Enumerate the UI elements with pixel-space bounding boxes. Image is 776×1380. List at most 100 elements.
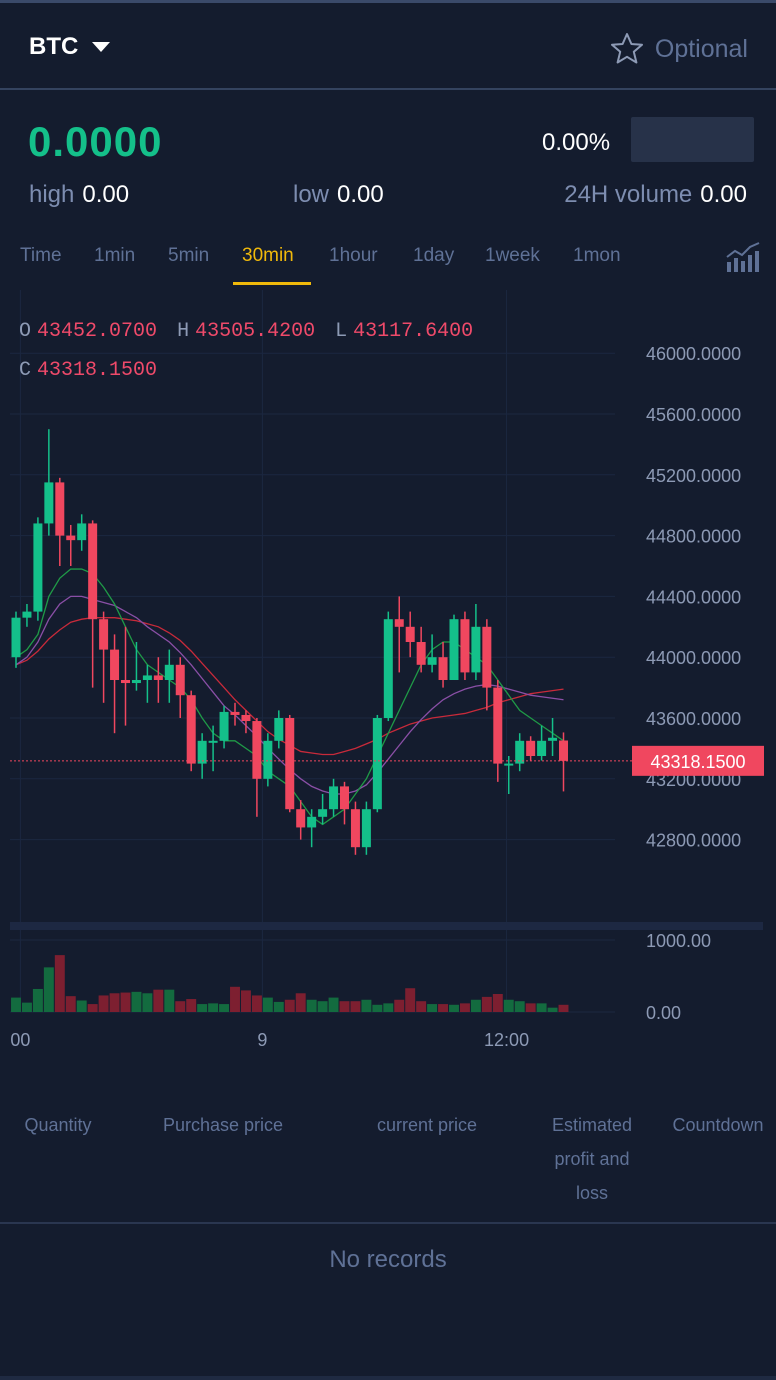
volume-bar — [230, 986, 240, 1012]
candle-body — [449, 619, 459, 680]
candle-body — [372, 718, 382, 810]
pair-selector[interactable]: BTC — [29, 33, 111, 61]
candle-body — [515, 740, 525, 764]
ohlc-line-1: O 43452.0700 H 43505.4200 L 43117.6400 — [19, 320, 481, 343]
volume-bar — [306, 999, 317, 1012]
indicator-chart-icon[interactable] — [725, 242, 761, 274]
volume-bar — [492, 994, 503, 1012]
candle-body — [263, 740, 273, 779]
volume-bar — [43, 967, 54, 1012]
volume-bar — [164, 989, 175, 1012]
candle-body — [296, 809, 306, 828]
volume-bar — [372, 1004, 383, 1012]
volume-bar — [558, 1004, 569, 1012]
candle-body — [55, 482, 65, 536]
active-tab-indicator — [233, 282, 311, 285]
candle-body — [219, 711, 229, 741]
candle-body — [11, 617, 21, 658]
tab-time[interactable]: Time — [20, 245, 62, 266]
volume-bar — [262, 997, 273, 1012]
volume-bar — [120, 992, 131, 1012]
volume-bar — [383, 1003, 394, 1012]
close-label: C — [19, 359, 32, 382]
volume-bar — [394, 999, 405, 1012]
interval-tabs: Time 1min 5min 30min 1hour 1day 1week 1m… — [0, 240, 776, 286]
optional-button[interactable]: Optional — [609, 31, 748, 67]
candle-body — [22, 611, 32, 618]
volume-bar — [503, 999, 514, 1012]
volume-label: 24H volume — [564, 181, 693, 208]
candle-body — [340, 786, 349, 810]
low-stat: low 0.00 — [293, 181, 384, 209]
volume-bar — [328, 997, 339, 1012]
volume-bar — [449, 1004, 459, 1012]
candle-body — [208, 740, 218, 743]
time-tick-label: 12:00 — [484, 1030, 529, 1050]
candle-body — [504, 763, 514, 766]
tab-1min[interactable]: 1min — [94, 245, 136, 266]
candle-body — [44, 482, 54, 524]
price-tick-label: 45600.0000 — [646, 405, 741, 425]
volume-bar — [470, 999, 481, 1012]
tab-1week[interactable]: 1week — [485, 245, 540, 266]
tab-1day[interactable]: 1day — [413, 245, 455, 266]
current-price-badge — [632, 745, 764, 776]
tab-5min[interactable]: 5min — [168, 245, 210, 266]
time-tick-label: 9 — [257, 1030, 267, 1050]
candle-body — [471, 626, 481, 673]
candle-body — [427, 657, 437, 665]
candle-body — [438, 657, 448, 680]
kline-chart[interactable]: 46000.0000 45600.0000 45200.0000 44800.0000… — [0, 290, 776, 1050]
volume-bar — [175, 1001, 186, 1012]
column-countdown: Countdown — [672, 1115, 764, 1135]
price-tick-label: 45200.0000 — [646, 466, 741, 486]
tab-30min[interactable]: 30min — [242, 245, 294, 266]
volume-bar — [21, 1002, 32, 1012]
candle-body — [307, 816, 317, 828]
ohlc-line-2: C 43318.1500 — [19, 359, 165, 382]
volume-bar — [438, 1004, 449, 1012]
price-tick-label: 46000.0000 — [646, 344, 741, 364]
volume-tick-label: 1000.00 — [646, 931, 711, 951]
candle-body — [559, 740, 568, 761]
candle-body — [197, 740, 207, 764]
empty-state: No records — [329, 1246, 447, 1273]
volume-bar — [514, 1001, 525, 1012]
candle-body — [121, 680, 130, 684]
price-tick-label: 44400.0000 — [646, 587, 741, 607]
candle-body — [142, 675, 152, 680]
time-tick-label: 00 — [10, 1030, 30, 1050]
candle-body — [394, 619, 404, 627]
volume-bar — [197, 1004, 208, 1012]
candle-body — [99, 619, 109, 650]
tab-1mon[interactable]: 1mon — [573, 245, 621, 266]
high-value-ohlc: 43505.4200 — [195, 320, 316, 343]
volume-bar — [76, 1000, 87, 1012]
volume-bar — [350, 1001, 361, 1012]
volume-bar — [459, 1003, 470, 1012]
candle-body — [164, 664, 174, 680]
blurred-value — [631, 117, 754, 162]
high-label-ohlc: H — [177, 320, 190, 343]
pane-separator — [10, 922, 763, 930]
candle-body — [252, 721, 262, 779]
last-price: 0.0000 — [28, 118, 163, 165]
volume-bar — [416, 1001, 427, 1012]
price-tick-label: 43600.0000 — [646, 709, 741, 729]
candle-body — [460, 619, 470, 673]
low-value: 0.00 — [337, 181, 384, 208]
tab-1hour[interactable]: 1hour — [329, 245, 378, 266]
optional-label: Optional — [654, 34, 748, 63]
candle-body — [285, 718, 295, 810]
volume-bar — [32, 988, 43, 1012]
volume-bar — [131, 991, 142, 1012]
price-tick-label: 44800.0000 — [646, 527, 741, 547]
volume-bar — [427, 1004, 438, 1012]
open-value: 43452.0700 — [37, 320, 158, 343]
volume-value: 0.00 — [700, 181, 747, 208]
current-price-label: 43318.1500 — [650, 752, 745, 772]
candle-body — [88, 523, 98, 620]
volume-bar — [361, 999, 372, 1012]
price-tick-label: 44000.0000 — [646, 648, 741, 668]
column-quantity: Quantity — [24, 1115, 92, 1135]
